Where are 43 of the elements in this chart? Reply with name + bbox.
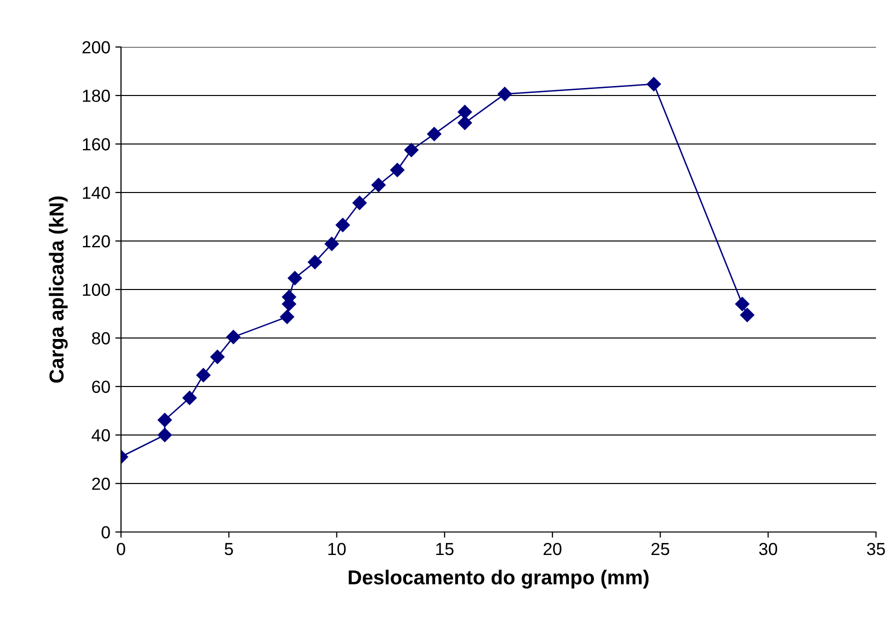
point bbox=[735, 296, 750, 312]
point bbox=[458, 104, 472, 120]
point bbox=[308, 255, 322, 270]
point bbox=[498, 86, 512, 102]
point bbox=[158, 412, 172, 428]
y-tick-label: 160 bbox=[82, 138, 110, 150]
point bbox=[371, 178, 386, 192]
point bbox=[158, 428, 172, 442]
y-tick-label: 40 bbox=[92, 429, 110, 442]
x-tick-label: 10 bbox=[328, 542, 346, 556]
y-tick-label: 100 bbox=[82, 284, 110, 296]
point bbox=[427, 126, 442, 142]
x-tick-label: 0 bbox=[116, 542, 126, 556]
x-tick-label: 5 bbox=[224, 543, 233, 556]
y-tick-label: 120 bbox=[82, 235, 110, 248]
x-tick-label: 25 bbox=[652, 542, 670, 556]
y-tick-label: 180 bbox=[82, 90, 110, 102]
x-tick-label: 15 bbox=[436, 543, 454, 556]
point bbox=[390, 162, 404, 178]
point bbox=[740, 308, 754, 322]
point bbox=[288, 271, 302, 286]
point bbox=[324, 236, 339, 251]
y-tick-label: 60 bbox=[92, 380, 110, 393]
y-tick-label: 20 bbox=[92, 478, 110, 490]
y-tick-label: 80 bbox=[92, 332, 110, 344]
y-tick-label: 140 bbox=[82, 186, 110, 199]
point bbox=[404, 142, 418, 158]
y-tick-label: 200 bbox=[82, 41, 110, 54]
point bbox=[182, 390, 197, 405]
point bbox=[280, 310, 294, 324]
point bbox=[458, 116, 472, 130]
x-tick-label: 35 bbox=[867, 542, 885, 556]
y-axis-title: Carga aplicada (kN) bbox=[48, 196, 68, 383]
y-tick-label: 0 bbox=[102, 526, 110, 538]
x-tick-label: 20 bbox=[544, 542, 562, 556]
point bbox=[336, 218, 350, 232]
point bbox=[646, 77, 661, 92]
point bbox=[352, 196, 367, 210]
point bbox=[196, 368, 210, 382]
point bbox=[210, 350, 224, 364]
x-axis-title: Deslocamento do grampo (mm) bbox=[348, 570, 649, 589]
point bbox=[226, 330, 240, 344]
x-tick-label: 30 bbox=[759, 542, 778, 556]
